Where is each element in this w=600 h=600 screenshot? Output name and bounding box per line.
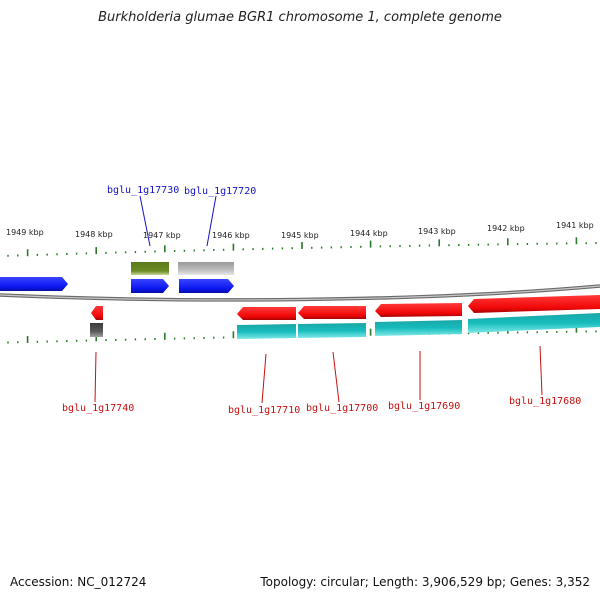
- ruler-label: 1945 kbp: [281, 231, 319, 240]
- gene-feature-cyan[interactable]: [298, 323, 366, 338]
- cds-arrow-forward[interactable]: [0, 277, 68, 291]
- gene-feature-cyan[interactable]: [375, 320, 462, 336]
- ruler-label: 1941 kbp: [556, 221, 594, 230]
- gene-label-bglu-1g17740[interactable]: bglu_1g17740: [62, 403, 134, 414]
- gene-feature-cyan[interactable]: [237, 324, 296, 339]
- gene-label-bglu-1g17710[interactable]: bglu_1g17710: [228, 405, 300, 416]
- ruler-label: 1947 kbp: [143, 231, 181, 240]
- cds-arrow-bglu-1g17740[interactable]: [91, 306, 103, 320]
- ruler-label: 1949 kbp: [6, 228, 44, 237]
- gene-feature-olive[interactable]: [131, 262, 169, 275]
- gene-label-bglu-1g17680[interactable]: bglu_1g17680: [509, 396, 581, 407]
- gene-feature-gray[interactable]: [178, 262, 234, 275]
- ruler-label: 1944 kbp: [350, 229, 388, 238]
- ruler-label: 1948 kbp: [75, 230, 113, 239]
- cds-arrow-bglu-1g17710[interactable]: [237, 307, 296, 320]
- genome-stats: Topology: circular; Length: 3,906,529 bp…: [260, 575, 590, 589]
- cds-arrow-bglu-1g17720[interactable]: [179, 279, 234, 293]
- cds-arrow-bglu-1g17700[interactable]: [298, 306, 366, 319]
- gene-label-bglu-1g17720[interactable]: bglu_1g17720: [184, 186, 256, 197]
- ruler-label: 1942 kbp: [487, 224, 525, 233]
- ruler-ticks-top: [7, 237, 597, 257]
- gene-label-bglu-1g17690[interactable]: bglu_1g17690: [388, 401, 460, 412]
- map-title: Burkholderia glumae BGR1 chromosome 1, c…: [98, 10, 502, 25]
- ruler-label: 1946 kbp: [212, 231, 250, 240]
- gene-label-bglu-1g17700[interactable]: bglu_1g17700: [306, 403, 378, 414]
- gene-feature-cyan[interactable]: [468, 313, 600, 333]
- gene-label-bglu-1g17730[interactable]: bglu_1g17730: [107, 185, 179, 196]
- accession-text: Accession: NC_012724: [10, 575, 147, 589]
- ruler-label: 1943 kbp: [418, 227, 456, 236]
- cds-arrow-bglu-1g17730[interactable]: [131, 279, 169, 293]
- gene-feature-dark[interactable]: [90, 323, 103, 337]
- leader-lines: [94, 195, 543, 404]
- cds-arrow-bglu-1g17680[interactable]: [468, 295, 600, 313]
- kbp-ruler: 1949 kbp 1948 kbp 1947 kbp 1946 kbp 1945…: [6, 221, 594, 240]
- cds-arrow-bglu-1g17690[interactable]: [375, 303, 462, 317]
